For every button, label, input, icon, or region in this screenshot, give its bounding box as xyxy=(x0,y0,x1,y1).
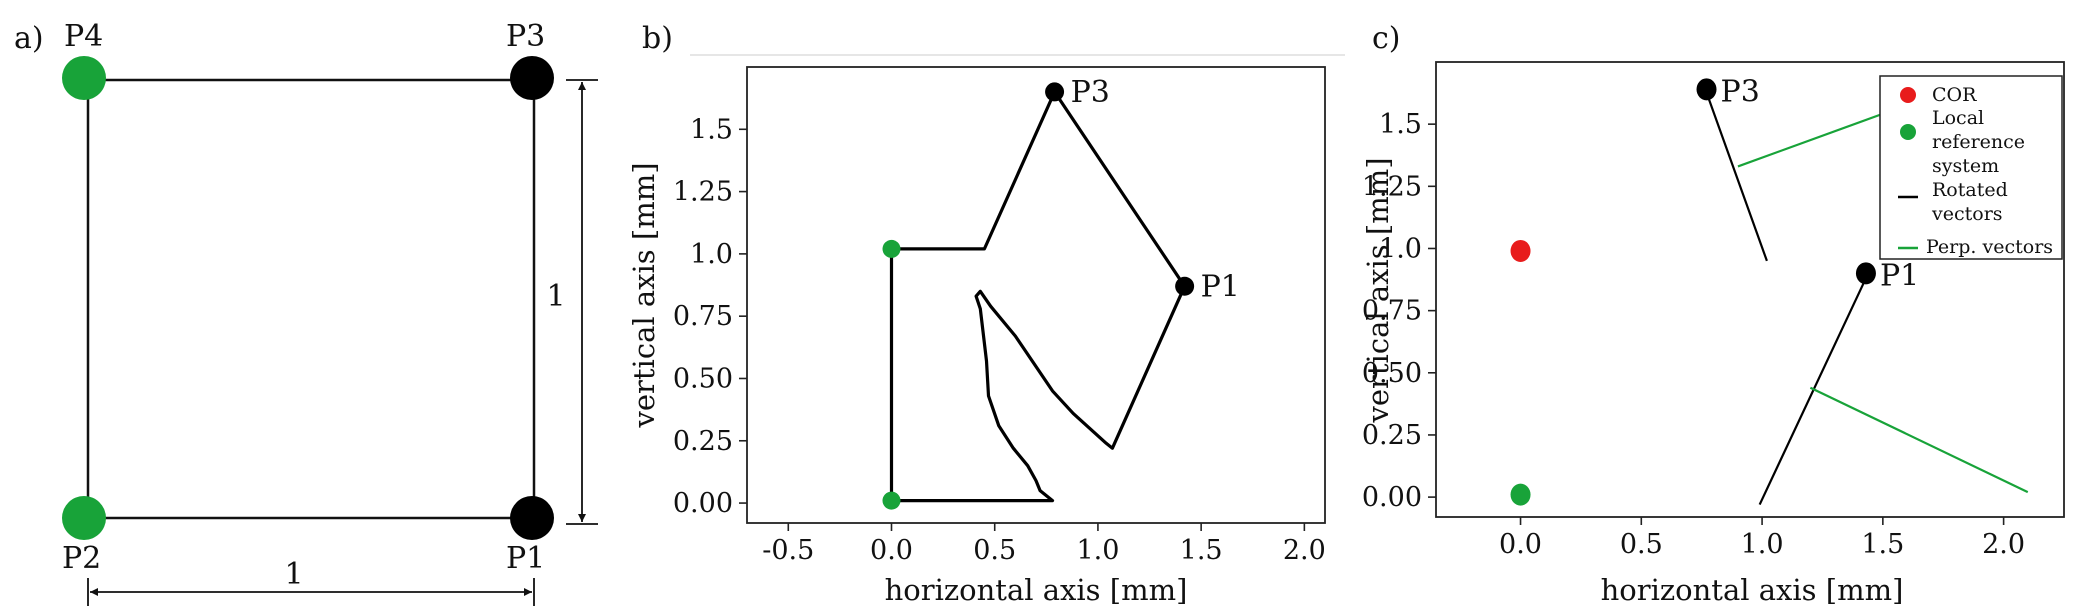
b-x-tick-label: 0.5 xyxy=(973,535,1016,566)
marker-reference xyxy=(882,239,901,258)
marker-p1 xyxy=(1175,276,1195,296)
b-x-tick-label: -0.5 xyxy=(762,535,814,566)
marker-p1 xyxy=(1855,262,1876,285)
c-y-tick-label: 1.25 xyxy=(1362,171,1422,202)
b-y-tick-label: 1.5 xyxy=(690,114,733,145)
panel-c-x-axis-title: horizontal axis [mm] xyxy=(1601,573,1904,607)
panel-b: b) -0.5 0.0 0.5 1.0 1.5 2.0 0.00 0.25 0.50 0.75 1… xyxy=(627,21,1345,607)
legend-local-ref-label-line1: Local xyxy=(1932,107,1984,129)
panel-c-plot-area: P3 P1 xyxy=(1510,74,2029,506)
b-x-tick-label: 0.0 xyxy=(870,535,913,566)
cor-marker xyxy=(1510,239,1531,262)
panel-c-plot-frame xyxy=(1435,61,2065,518)
marker-p3 xyxy=(1045,82,1065,102)
c-y-tick-label: 0.50 xyxy=(1362,358,1422,389)
b-y-tick-label: 1.25 xyxy=(673,177,733,208)
point-p2-marker xyxy=(62,496,106,540)
legend-perp-label: Perp. vectors xyxy=(1926,236,2053,258)
b-x-tick-label: 1.0 xyxy=(1076,535,1119,566)
marker-p3 xyxy=(1696,78,1717,101)
marker-reference xyxy=(882,491,901,510)
b-y-tick-label: 1.0 xyxy=(690,239,733,270)
panel-b-y-axis-title: vertical axis [mm] xyxy=(627,162,661,428)
panel-c-label: c) xyxy=(1372,21,1401,56)
panel-b-x-ticks: -0.5 0.0 0.5 1.0 1.5 2.0 xyxy=(762,523,1326,566)
c-x-tick-label: 0.0 xyxy=(1499,529,1542,560)
local-reference-marker xyxy=(1510,483,1531,506)
panel-b-plot-frame xyxy=(746,66,1326,524)
c-x-tick-label: 1.5 xyxy=(1861,529,1904,560)
legend-local-ref-marker xyxy=(1900,124,1916,140)
panel-b-plot-area: P3 P1 xyxy=(882,75,1240,510)
panel-c-y-ticks: 0.00 0.25 0.50 0.75 1.0 1.25 1.5 xyxy=(1362,109,1436,513)
label-p1: P1 xyxy=(1201,269,1240,304)
point-p2-label: P2 xyxy=(62,541,101,576)
b-y-tick-label: 0.50 xyxy=(673,363,733,394)
legend-rotated-label-line1: Rotated xyxy=(1932,179,2008,201)
point-p3-marker xyxy=(510,56,554,100)
c-x-tick-label: 0.5 xyxy=(1620,529,1663,560)
point-p1-marker xyxy=(510,496,554,540)
panel-c-y-axis-title: vertical axis [mm] xyxy=(1361,157,1395,423)
c-y-tick-label: 0.25 xyxy=(1362,420,1422,451)
b-x-tick-label: 1.5 xyxy=(1180,535,1223,566)
c-y-tick-label: 1.5 xyxy=(1379,109,1422,140)
b-y-tick-label: 0.00 xyxy=(673,488,733,519)
b-y-tick-label: 0.75 xyxy=(673,301,733,332)
legend-local-ref-label-line2: reference xyxy=(1932,131,2025,153)
legend-rotated-label-line2: vectors xyxy=(1931,203,2003,225)
point-p4-label: P4 xyxy=(64,19,103,54)
rotated-vector-line xyxy=(1758,282,1865,506)
panel-c: c) 0.0 0.5 1.0 1.5 2.0 0.00 0.25 0.50 0.75 1.0 1.… xyxy=(1361,21,2065,607)
legend-local-ref-label-line3: system xyxy=(1932,155,1999,177)
c-x-tick-label: 2.0 xyxy=(1982,529,2025,560)
label-p1: P1 xyxy=(1880,258,1919,293)
panel-a: a) P4 P3 P2 P1 1 1 xyxy=(14,19,598,606)
rotated-vector-line xyxy=(1707,98,1768,262)
legend-box xyxy=(1879,75,2063,260)
legend-cor-marker xyxy=(1900,87,1916,103)
panel-c-legend: COR Local reference system Rotated vecto… xyxy=(1879,75,2063,260)
perp-vector-line xyxy=(1809,386,2029,494)
b-y-tick-label: 0.25 xyxy=(673,426,733,457)
label-p3: P3 xyxy=(1071,75,1110,110)
label-p3: P3 xyxy=(1721,74,1760,109)
panel-b-x-axis-title: horizontal axis [mm] xyxy=(885,573,1188,607)
outline-polyline xyxy=(889,90,1187,504)
panel-b-y-ticks: 0.00 0.25 0.50 0.75 1.0 1.25 1.5 xyxy=(673,114,747,519)
c-x-tick-label: 1.0 xyxy=(1741,529,1784,560)
perp-vector-line xyxy=(1737,105,1903,168)
b-x-tick-label: 2.0 xyxy=(1283,535,1326,566)
panel-c-x-ticks: 0.0 0.5 1.0 1.5 2.0 xyxy=(1499,517,2025,560)
panel-b-label: b) xyxy=(642,21,673,56)
dim-height-label: 1 xyxy=(546,279,565,314)
c-y-tick-label: 1.0 xyxy=(1379,233,1422,264)
point-p1-label: P1 xyxy=(506,541,545,576)
legend-cor-label: COR xyxy=(1932,84,1977,106)
c-y-tick-label: 0.00 xyxy=(1362,482,1422,513)
unit-square xyxy=(86,78,536,520)
point-p3-label: P3 xyxy=(506,19,545,54)
c-y-tick-label: 0.75 xyxy=(1362,296,1422,327)
point-p4-marker xyxy=(62,56,106,100)
dim-width-label: 1 xyxy=(284,557,303,592)
panel-a-label: a) xyxy=(14,21,44,56)
